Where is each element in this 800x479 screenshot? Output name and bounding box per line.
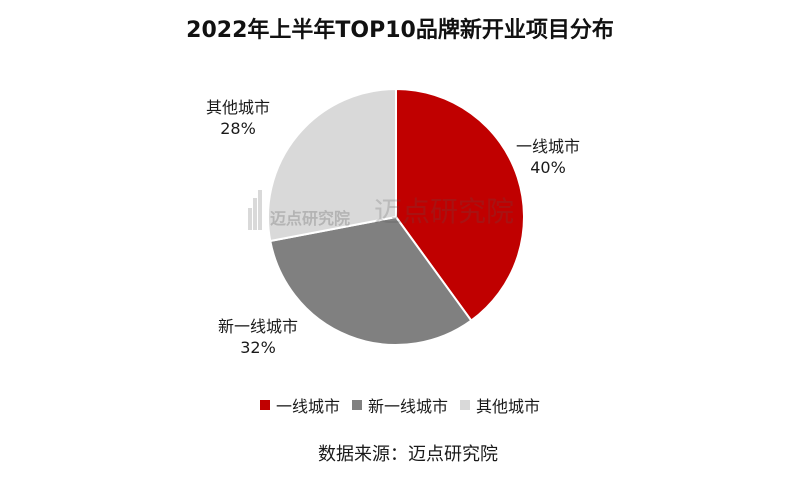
watermark-text-left: 迈点研究院 — [270, 209, 351, 228]
pie-slice-1 — [395, 87, 525, 322]
legend-label-1: 一线城市 — [275, 397, 340, 416]
slice-label-2: 新一线城市 — [218, 317, 298, 336]
legend-swatch-1 — [259, 400, 270, 410]
source-note: 数据来源：迈点研究院 — [318, 444, 498, 465]
legend-swatch-2 — [351, 400, 362, 410]
watermark-text-right: 迈点研究院 — [374, 195, 515, 228]
watermark: 迈点研究院 迈点研究院 — [248, 190, 514, 230]
legend-label-3: 其他城市 — [476, 397, 541, 416]
legend-label-2: 新一线城市 — [367, 397, 448, 416]
legend: 一线城市 新一线城市 其他城市 — [0, 393, 800, 417]
legend-swatch-3 — [460, 400, 470, 410]
legend-item-2: 新一线城市 — [351, 393, 448, 417]
legend-item-1: 一线城市 — [259, 393, 340, 417]
pie-slice-2 — [269, 215, 473, 346]
watermark-logo-icon — [248, 190, 264, 230]
chart-title: 2022年上半年TOP10品牌新开业项目分布 — [186, 18, 614, 43]
slice-value-1: 40% — [530, 158, 566, 177]
slice-value-3: 28% — [220, 119, 256, 138]
slice-label-3: 其他城市 — [206, 98, 270, 117]
slice-label-1: 一线城市 — [516, 137, 580, 156]
legend-item-3: 其他城市 — [460, 393, 540, 417]
pie-slice-3 — [267, 87, 397, 243]
slice-value-2: 32% — [240, 338, 276, 357]
